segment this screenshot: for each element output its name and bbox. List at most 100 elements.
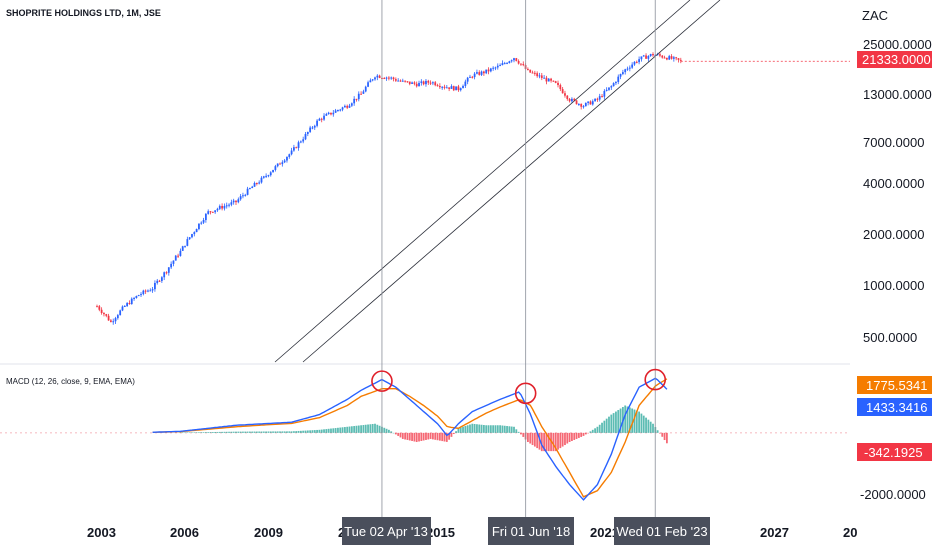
price-candle-body [496,65,499,68]
price-candle-body [98,306,101,310]
macd-histogram-bar [202,432,205,433]
macd-histogram-bar [221,431,223,433]
year-label: 2015 [426,525,455,540]
price-candle-body [274,166,277,170]
price-candle-body [343,105,346,108]
macd-line [152,377,668,501]
macd-pane[interactable] [0,377,850,501]
price-candle-body [564,93,566,96]
macd-histogram-bar [297,430,300,433]
macd-histogram-bar [617,410,620,433]
price-candle-body [221,205,223,209]
price-candle-body [119,310,122,316]
price-candle-body [128,303,131,305]
macd-histogram-bar [508,426,511,433]
macd-histogram-bar [272,431,274,433]
price-candle-body [174,255,177,261]
macd-histogram-bar [209,432,212,433]
price-candle-body [459,88,462,91]
price-candle-body [309,127,312,132]
macd-histogram-bar [362,425,365,433]
price-candle-body [163,272,166,278]
macd-histogram-bar [313,430,316,433]
price-candle-body [408,81,411,84]
macd-histogram-bar [608,416,610,433]
macd-histogram-bar [522,432,525,437]
price-candle-body [666,57,668,60]
macd-histogram-bar [390,431,393,433]
price-candle-body [571,98,573,102]
macd-histogram-bar [466,425,469,433]
macd-histogram-bar [656,430,659,433]
price-candle-body [374,77,376,80]
macd-histogram-bar [425,432,427,440]
macd-histogram-bar [323,429,325,433]
price-candle-body [480,71,483,75]
macd-histogram-bar [476,424,478,433]
price-candle-body [438,85,441,88]
macd-histogram-bar [309,430,312,433]
price-candle-body [355,98,358,100]
price-candle-body [434,82,437,86]
price-candle-body [160,277,163,281]
price-candle-body [209,211,212,213]
crossover-highlight-circle [644,368,667,391]
price-candle-body [596,98,599,100]
macd-histogram-bar [659,432,661,434]
price-candle-body [177,255,179,257]
macd-histogram-bar [283,431,286,433]
price-candle-body [181,246,184,251]
macd-histogram-bar [489,425,492,433]
price-candle-body [587,101,590,103]
price-pane[interactable] [96,52,682,325]
time-axis[interactable]: 2003 2006 2009 2 2015 2021 2027 20 [87,525,857,540]
macd-histogram-bar [401,432,404,439]
price-candle-body [462,85,464,89]
price-candle-body [204,213,207,221]
price-candle-body [482,71,485,74]
macd-histogram-bar [267,431,270,433]
trend-channel-upper [274,0,691,363]
price-candle-body [501,63,504,66]
price-candle-body [494,67,497,69]
price-candle-body [617,76,620,82]
macd-histogram-bar [640,413,643,433]
price-candle-body [269,172,272,176]
macd-histogram-bar [642,415,645,433]
price-candle-body [123,306,126,308]
macd-badge-bg [857,398,932,416]
price-candle-body [603,90,606,97]
macd-histogram-bar [357,425,360,433]
price-candle-body [158,280,161,282]
date-badge-bg [488,517,574,545]
year-label: 2009 [254,525,283,540]
macd-histogram-bar [543,432,546,452]
price-candle-body [249,188,251,190]
macd-histogram-bar [649,421,652,433]
macd-histogram-bar [411,432,413,441]
price-candle-body [485,69,488,74]
macd-histogram-bar [450,432,453,437]
price-candle-body [640,56,643,60]
price-candle-body [235,200,237,203]
macd-histogram-bar [339,427,342,433]
price-candle-body [645,55,647,59]
macd-histogram-bar [584,432,587,435]
macd-histogram-bar [610,414,613,433]
macd-histogram-bar [415,432,418,442]
macd-histogram-bar [494,425,497,433]
price-candle-body [385,77,388,79]
price-candle-body [415,83,418,87]
macd-histogram-bar [533,432,536,447]
price-candle-body [487,69,490,72]
price-candle-body [425,80,427,85]
macd-histogram-bar [478,424,481,433]
price-candle-body [223,205,226,209]
macd-histogram-bar [605,418,608,433]
price-candle-body [341,107,344,110]
price-candle-body [445,87,448,89]
price-axis[interactable]: 25000.0000 13000.0000 7000.0000 4000.000… [863,37,932,345]
price-candle-body [103,312,105,315]
